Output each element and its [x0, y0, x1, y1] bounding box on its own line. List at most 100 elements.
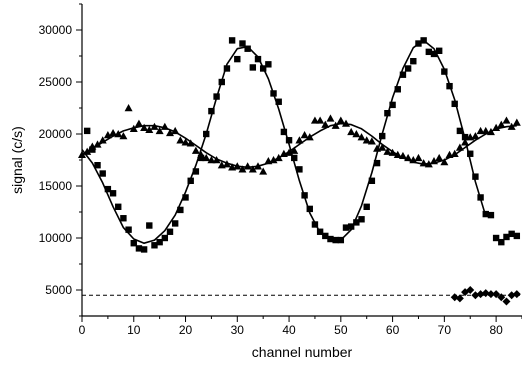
y-tick-label: 30000: [39, 23, 73, 37]
data-point-square: [291, 154, 298, 162]
data-point-triangle: [155, 126, 164, 135]
data-point-square: [441, 68, 448, 75]
data-point-triangle: [93, 140, 102, 148]
data-point-square: [104, 185, 112, 193]
data-point-triangle: [419, 159, 428, 167]
data-point-square: [373, 159, 381, 167]
data-point-square: [410, 58, 417, 65]
data-point-square: [234, 55, 241, 63]
data-point-square: [275, 98, 282, 105]
data-point-square: [239, 40, 246, 47]
data-point-triangle: [176, 136, 185, 144]
data-point-square: [156, 238, 163, 246]
data-point-square: [332, 236, 339, 244]
data-point-square: [285, 137, 293, 144]
data-point-triangle: [310, 116, 319, 124]
data-point-square: [467, 150, 474, 157]
data-point-triangle: [145, 125, 154, 134]
data-point-diamond: [481, 289, 490, 298]
data-point-square: [389, 101, 396, 109]
data-point-triangle: [238, 165, 247, 173]
data-point-triangle: [352, 130, 361, 138]
data-point-square: [415, 40, 422, 47]
data-point-triangle: [254, 162, 262, 170]
data-point-triangle: [388, 148, 397, 156]
data-point-square: [208, 107, 215, 115]
x-axis-title: channel number: [252, 344, 353, 360]
data-point-square: [347, 223, 355, 230]
data-point-square: [296, 166, 303, 173]
data-point-square: [166, 228, 174, 235]
data-point-triangle: [83, 147, 92, 155]
data-point-diamond: [486, 290, 495, 299]
fit-curve-square: [81, 39, 487, 244]
data-point-square: [404, 65, 412, 72]
data-point-square: [451, 100, 458, 108]
data-point-triangle: [435, 153, 444, 162]
data-point-triangle: [430, 157, 438, 165]
data-point-square: [203, 130, 210, 138]
data-point-square: [187, 177, 194, 184]
data-point-square: [259, 65, 267, 72]
data-point-diamond: [455, 294, 464, 303]
axes: 0 10 20 30 40 50 60 70 80 5000 10000 15000 20000 2500…: [39, 3, 522, 337]
data-point-triangle: [450, 149, 459, 157]
data-point-triangle: [336, 116, 345, 124]
data-point-square: [161, 234, 169, 242]
data-point-triangle: [300, 131, 309, 139]
data-point-square: [379, 132, 386, 140]
data-point-square: [228, 37, 236, 44]
data-point-triangle: [114, 130, 123, 138]
data-point-triangle: [150, 122, 159, 130]
data-point-triangle: [424, 160, 433, 168]
data-point-square: [358, 216, 365, 223]
data-point-triangle: [202, 153, 211, 162]
data-point-triangle: [486, 127, 495, 136]
data-point-triangle: [362, 136, 371, 144]
data-point-triangle: [476, 126, 485, 135]
data-point-square: [125, 226, 132, 233]
data-point-diamond: [466, 286, 475, 294]
y-tick-label: 10000: [39, 231, 73, 245]
data-point-diamond: [497, 293, 506, 302]
data-point-square: [223, 65, 231, 72]
data-point-triangle: [124, 104, 133, 112]
data-point-triangle: [140, 123, 149, 131]
data-point-triangle: [326, 114, 335, 122]
plot-area: [78, 37, 522, 306]
data-point-square: [342, 224, 350, 231]
data-point-square: [109, 190, 117, 197]
data-point-triangle: [269, 156, 278, 164]
data-point-triangle: [497, 120, 506, 128]
data-point-square: [435, 47, 443, 54]
data-point-triangle: [222, 160, 231, 168]
data-point-diamond: [476, 290, 485, 299]
data-point-triangle: [129, 124, 138, 132]
data-point-triangle: [197, 150, 206, 158]
data-point-square: [399, 71, 407, 78]
data-point-triangle: [507, 122, 516, 130]
data-point-square: [513, 232, 521, 240]
data-point-square: [456, 127, 464, 135]
data-point-triangle: [316, 116, 325, 124]
data-point-triangle: [471, 132, 480, 140]
data-point-triangle: [248, 165, 257, 173]
data-point-triangle: [404, 153, 413, 162]
data-point-square: [482, 210, 489, 218]
data-point-square: [192, 168, 200, 175]
data-point-triangle: [243, 162, 252, 170]
data-point-square: [151, 242, 158, 249]
data-point-triangle: [285, 148, 294, 156]
data-point-triangle: [181, 138, 190, 146]
data-point-triangle: [393, 150, 402, 158]
data-point-square: [120, 215, 127, 222]
data-point-triangle: [481, 126, 490, 135]
data-point-square: [280, 128, 288, 136]
data-point-triangle: [290, 146, 299, 154]
data-point-square: [425, 48, 433, 56]
data-point-triangle: [186, 139, 195, 147]
x-tick-label: 50: [334, 323, 348, 337]
data-point-square: [311, 221, 319, 228]
data-point-square: [83, 127, 91, 135]
data-point-triangle: [398, 151, 407, 160]
